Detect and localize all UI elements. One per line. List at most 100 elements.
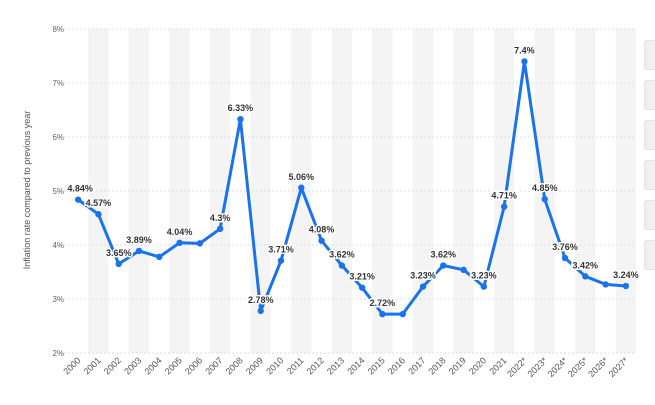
data-point	[358, 284, 366, 291]
year-band	[128, 29, 150, 353]
x-tick-label: 2014	[345, 355, 366, 376]
data-label: 2.72%	[370, 298, 396, 308]
data-point	[480, 283, 488, 290]
x-tick-label: 2022*	[505, 355, 529, 379]
x-tick-label: 2024*	[546, 355, 570, 379]
y-tick-label: 6%	[52, 133, 64, 142]
data-point	[135, 247, 143, 255]
data-points	[74, 58, 630, 318]
year-band	[453, 29, 474, 353]
x-tick-label: 2006	[183, 355, 204, 376]
side-tab[interactable]	[644, 200, 655, 230]
gridlines	[60, 28, 636, 354]
data-label: 4.85%	[532, 183, 558, 193]
x-tick-label: 2025*	[566, 355, 590, 379]
data-label: 7.4%	[514, 45, 535, 55]
data-point	[419, 283, 427, 290]
data-label: 4.57%	[86, 198, 112, 208]
data-point	[338, 262, 346, 269]
data-label: 4.04%	[167, 227, 193, 237]
x-tick-label: 2001	[82, 355, 103, 376]
data-point	[176, 239, 183, 247]
data-point	[521, 58, 528, 65]
data-label: 3.42%	[573, 260, 599, 270]
data-label: 3.23%	[410, 271, 436, 281]
side-tab[interactable]	[644, 80, 655, 110]
x-tick-label: 2000	[61, 355, 82, 376]
x-tick-label: 2026*	[586, 355, 610, 379]
data-label: 4.3%	[210, 213, 231, 223]
x-tick-label: 2013	[325, 355, 346, 376]
data-point	[582, 273, 589, 280]
data-point	[622, 282, 630, 290]
data-label: 4.71%	[491, 191, 517, 201]
x-tick-label: 2012	[305, 355, 326, 376]
year-band	[169, 29, 190, 353]
data-label: 6.33%	[228, 103, 254, 113]
data-point	[500, 203, 508, 210]
x-tick-label: 2005	[163, 355, 184, 376]
x-axis-ticks: 2000 2001 2002 2003 2004 2005 2006 2007 2008 2009…	[61, 355, 630, 379]
y-tick-label: 3%	[52, 295, 64, 304]
data-point	[399, 310, 406, 318]
data-point	[115, 260, 122, 268]
year-band	[88, 29, 109, 353]
side-tab[interactable]	[644, 120, 655, 150]
data-point	[318, 237, 325, 244]
y-tick-label: 5%	[52, 187, 64, 196]
y-tick-label: 8%	[52, 25, 64, 34]
data-point	[602, 281, 609, 288]
data-label: 3.89%	[126, 235, 152, 245]
x-tick-label: 2016	[386, 355, 407, 376]
data-label: 3.62%	[329, 250, 355, 260]
data-point	[541, 195, 548, 203]
data-point	[95, 211, 102, 218]
x-tick-label: 2023*	[525, 355, 549, 379]
x-tick-label: 2011	[285, 355, 306, 376]
y-axis-ticks: 2% 3% 4% 5% 6% 7% 8%	[52, 25, 64, 358]
y-axis-label: Inflation rate compared to previous year	[22, 111, 32, 270]
side-tab[interactable]	[644, 240, 655, 270]
data-labels: 4.84% 4.57% 3.65% 3.89% 4.04% 4.3% 6.33% 2.78% 3…	[66, 44, 640, 310]
y-tick-label: 7%	[52, 79, 64, 88]
data-point	[561, 254, 569, 262]
x-tick-label: 2003	[122, 355, 143, 376]
year-band	[372, 29, 393, 353]
data-point	[74, 196, 82, 203]
x-tick-label: 2019	[447, 355, 468, 376]
data-point	[379, 310, 386, 318]
x-tick-label: 2002	[102, 355, 123, 376]
data-label: 5.06%	[289, 172, 315, 182]
data-point	[257, 307, 264, 315]
data-point	[277, 257, 285, 264]
data-point	[298, 184, 305, 191]
data-label: 3.23%	[471, 271, 497, 281]
x-tick-label: 2017	[406, 355, 427, 376]
x-tick-label: 2018	[426, 355, 447, 376]
data-label: 2.78%	[248, 295, 274, 305]
data-label: 4.84%	[67, 184, 93, 194]
side-tab[interactable]	[644, 160, 655, 190]
data-label: 3.71%	[268, 245, 294, 255]
data-point	[237, 115, 244, 123]
x-tick-label: 2027*	[607, 355, 631, 379]
data-point	[196, 240, 204, 247]
x-tick-label: 2020	[467, 355, 488, 376]
data-label: 3.62%	[431, 250, 457, 260]
x-tick-label: 2008	[224, 355, 245, 376]
data-point	[216, 225, 224, 232]
year-band	[412, 29, 434, 353]
data-point	[440, 262, 447, 269]
data-label: 3.21%	[349, 272, 375, 282]
side-tab[interactable]	[644, 40, 655, 70]
x-tick-label: 2009	[244, 355, 265, 376]
data-point	[156, 253, 163, 261]
y-tick-label: 4%	[52, 241, 64, 250]
x-tick-label: 2007	[203, 355, 224, 376]
data-label: 3.24%	[613, 270, 639, 280]
x-tick-label: 2004	[142, 355, 163, 376]
data-point	[460, 266, 467, 274]
data-label: 4.08%	[309, 225, 335, 235]
x-tick-label: 2010	[264, 355, 285, 376]
